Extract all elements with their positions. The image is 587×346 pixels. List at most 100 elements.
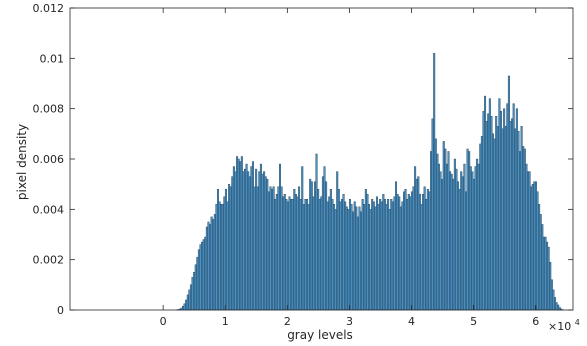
histogram-bar bbox=[375, 196, 378, 311]
histogram-bar bbox=[244, 168, 247, 311]
histogram-bar bbox=[396, 194, 399, 311]
histogram-bar bbox=[509, 121, 512, 311]
histogram-bar bbox=[430, 151, 433, 311]
histogram-bar bbox=[498, 98, 501, 311]
histogram-bar bbox=[333, 204, 336, 311]
histogram-bar bbox=[482, 110, 485, 311]
histogram-bar bbox=[393, 196, 396, 311]
histogram-bar bbox=[383, 199, 386, 311]
histogram-bar bbox=[476, 158, 479, 311]
histogram-bar bbox=[334, 209, 337, 311]
histogram-bar bbox=[526, 171, 529, 311]
histogram-bar bbox=[538, 204, 541, 311]
histogram-bar bbox=[536, 191, 539, 311]
histogram-bar bbox=[267, 191, 270, 311]
histogram-bar bbox=[463, 163, 466, 311]
histogram-bar bbox=[183, 303, 186, 311]
histogram-bar bbox=[259, 163, 262, 311]
histogram-bar bbox=[369, 209, 372, 311]
histogram-bar bbox=[495, 116, 498, 311]
histogram-bar bbox=[399, 206, 402, 311]
histogram-bar bbox=[420, 204, 423, 311]
histogram-bar bbox=[534, 181, 537, 311]
histogram-bar bbox=[204, 236, 207, 311]
histogram-bar bbox=[186, 294, 189, 311]
histogram-bar bbox=[519, 151, 522, 311]
histogram-bar bbox=[531, 183, 534, 311]
histogram-bar bbox=[309, 178, 312, 311]
histogram-bar bbox=[185, 299, 188, 311]
histogram-bar bbox=[503, 108, 506, 311]
histogram-bar bbox=[412, 186, 415, 311]
histogram-bar bbox=[278, 163, 281, 311]
histogram-bar bbox=[350, 204, 353, 311]
histogram-bar bbox=[525, 163, 528, 311]
histogram-bar bbox=[371, 199, 374, 311]
histogram-bar bbox=[484, 95, 487, 311]
histogram-bar bbox=[228, 183, 231, 311]
histogram-bar bbox=[544, 236, 547, 311]
ticks: 0 1 2 3 4 5 6 0 0.002 0.004 0.006 0.008 0.01 0.012 bbox=[33, 2, 573, 328]
histogram-bar bbox=[320, 196, 323, 311]
histogram-bars bbox=[175, 53, 564, 311]
histogram-bar bbox=[199, 244, 202, 311]
histogram-bar bbox=[449, 171, 452, 311]
histogram-bar bbox=[205, 226, 208, 311]
histogram-bar bbox=[520, 126, 523, 311]
x-tick-label: 6 bbox=[532, 315, 539, 328]
histogram-bar bbox=[250, 166, 253, 311]
histogram-bar bbox=[466, 148, 469, 311]
histogram-bar bbox=[557, 304, 560, 311]
histogram-bar bbox=[387, 199, 390, 311]
histogram-bar bbox=[464, 191, 467, 311]
histogram-bar bbox=[293, 188, 296, 311]
histogram-bar bbox=[366, 194, 369, 311]
histogram-bar bbox=[218, 201, 221, 311]
histogram-bar bbox=[437, 163, 440, 311]
histogram-bar bbox=[213, 214, 216, 311]
histogram-bar bbox=[541, 224, 544, 311]
histogram-bar bbox=[361, 199, 364, 311]
histogram-bar bbox=[224, 188, 227, 311]
histogram-bar bbox=[191, 277, 194, 311]
histogram-bar bbox=[274, 199, 277, 311]
histogram-bar bbox=[390, 199, 393, 311]
histogram-bar bbox=[431, 118, 434, 311]
histogram-bar bbox=[182, 306, 185, 311]
histogram-bar bbox=[488, 98, 491, 311]
histogram-bar bbox=[352, 211, 355, 311]
histogram-bar bbox=[240, 156, 243, 311]
histogram-bar bbox=[347, 209, 350, 311]
histogram-bar bbox=[406, 199, 409, 311]
histogram-bar bbox=[436, 153, 439, 311]
histogram-bar bbox=[223, 196, 226, 311]
histogram-bar bbox=[212, 219, 215, 311]
histogram-bar bbox=[552, 289, 555, 311]
histogram-bar bbox=[485, 121, 488, 311]
histogram-bar bbox=[197, 249, 200, 311]
histogram-bar bbox=[285, 199, 288, 311]
histogram-bar bbox=[507, 75, 510, 311]
histogram-bar bbox=[294, 194, 297, 311]
histogram-bar bbox=[515, 108, 518, 311]
histogram-bar bbox=[313, 181, 316, 311]
histogram-bar bbox=[455, 168, 458, 311]
x-tick-label: 2 bbox=[284, 315, 291, 328]
histogram-bar bbox=[477, 163, 480, 311]
y-tick-label: 0.006 bbox=[33, 153, 65, 166]
histogram-bar bbox=[506, 103, 509, 311]
histogram-bar bbox=[188, 289, 191, 311]
histogram-bar bbox=[496, 126, 499, 311]
histogram-bar bbox=[231, 176, 234, 311]
histogram-bar bbox=[428, 191, 431, 311]
histogram-bar bbox=[499, 110, 502, 311]
histogram-bar bbox=[210, 216, 213, 311]
histogram-bar bbox=[472, 178, 475, 311]
histogram-bar bbox=[232, 166, 235, 311]
histogram-bar bbox=[511, 118, 514, 311]
histogram-bar bbox=[460, 171, 463, 311]
histogram-bar bbox=[201, 241, 204, 311]
histogram-bar bbox=[336, 171, 339, 311]
y-tick-label: 0.01 bbox=[40, 52, 65, 65]
histogram-bar bbox=[282, 196, 285, 311]
